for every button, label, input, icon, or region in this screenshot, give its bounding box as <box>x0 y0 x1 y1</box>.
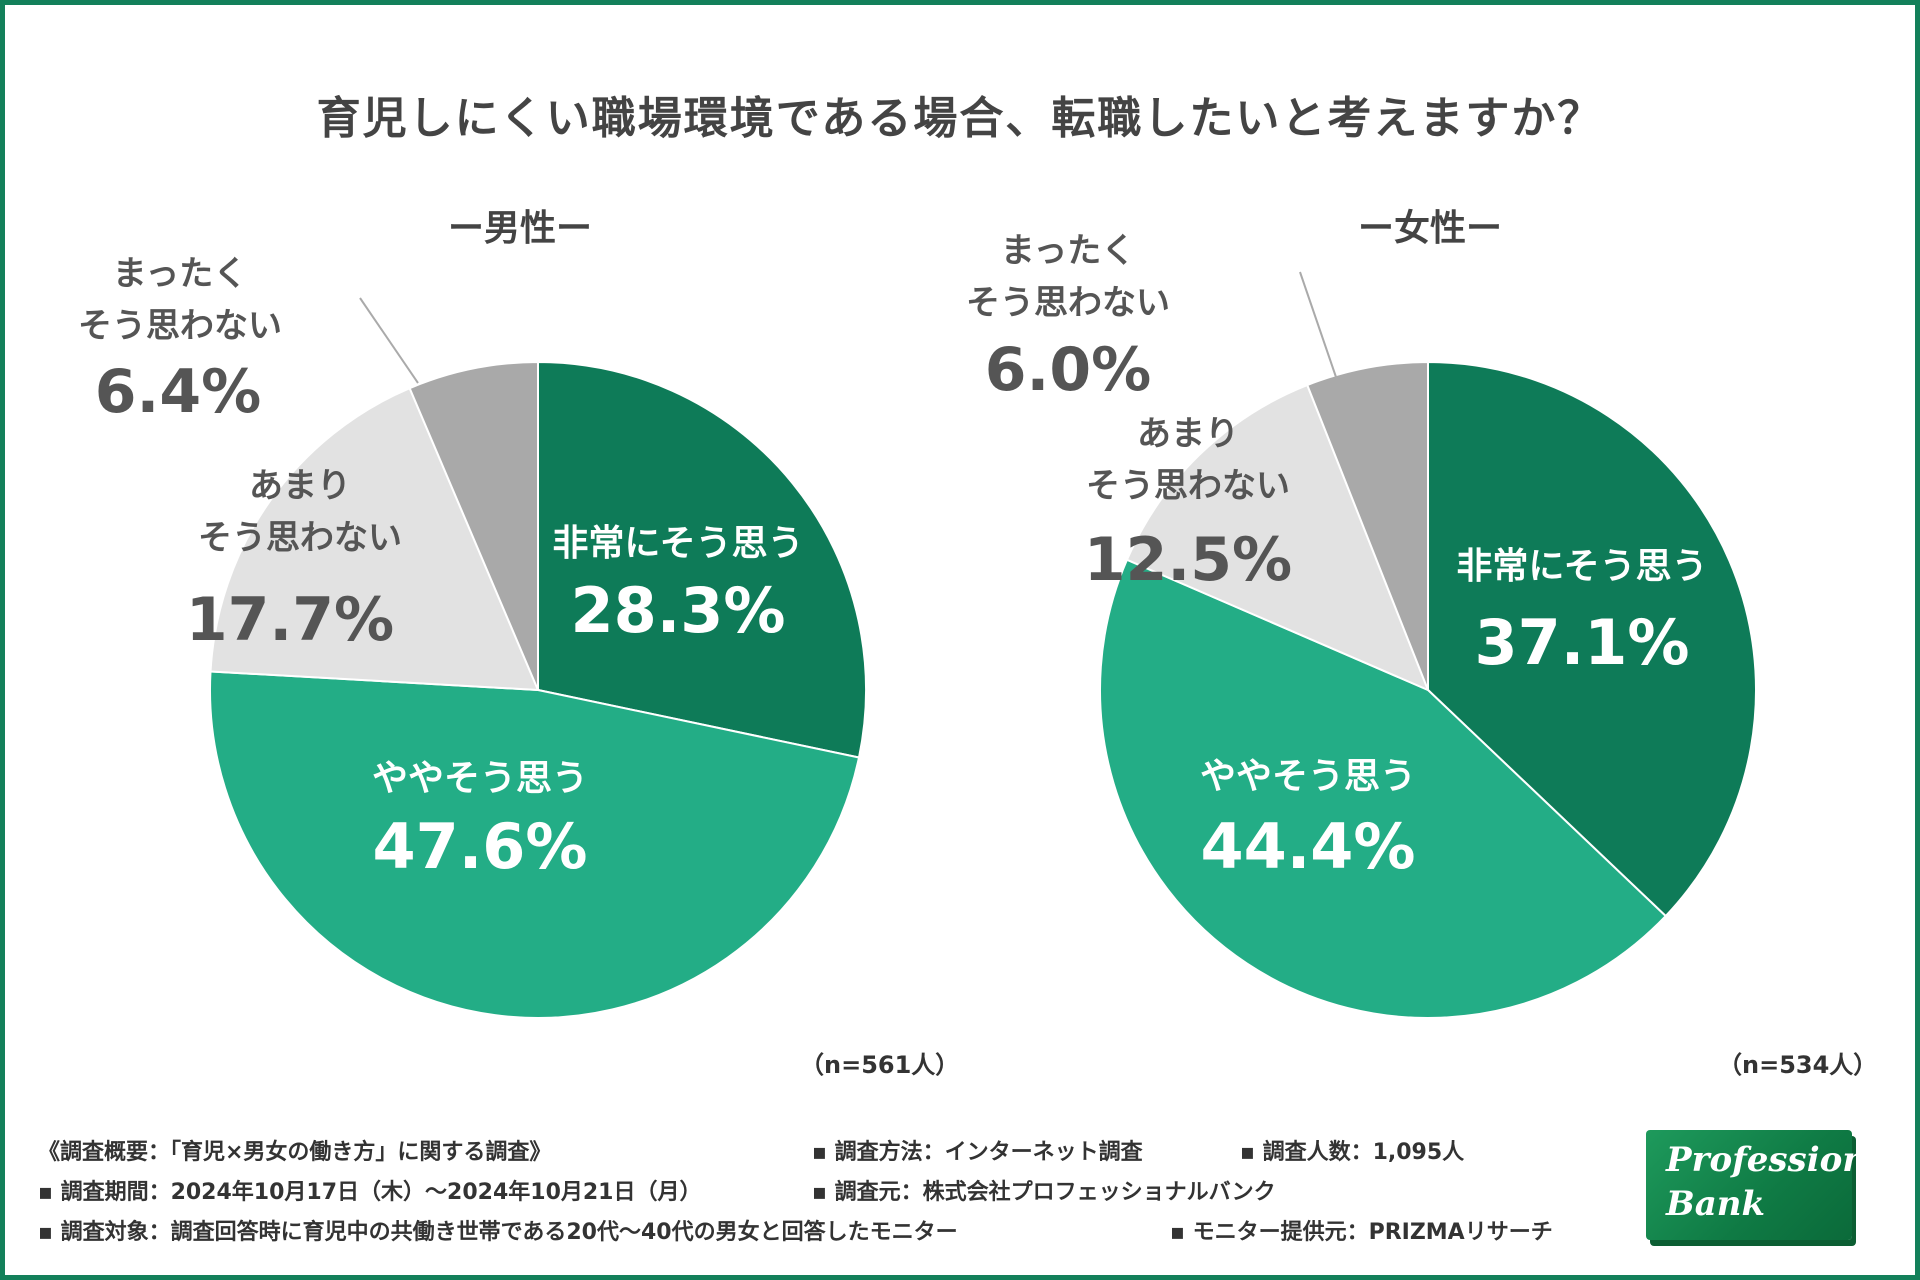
slice-male-2 <box>209 386 540 692</box>
slice-female-0 <box>1427 360 1757 918</box>
footer-provider: ▪ モニター提供元：PRIZMAリサーチ <box>1170 1220 1553 1245</box>
footer-overview: 《調査概要：「育児×男女の働き方」に関する調査》 <box>38 1140 552 1165</box>
slice-label-male-3-1: そう思わない <box>78 306 282 346</box>
logo-text: Professional Bank <box>1666 1138 1902 1226</box>
slice-value-female-3: 6.0% <box>985 335 1151 405</box>
slice-value-female-1: 44.4% <box>1200 810 1415 883</box>
slice-label-female-3-0: まったく <box>1001 231 1136 271</box>
slice-label-female-2-0: あまり <box>1137 414 1239 454</box>
slice-value-male-3: 6.4% <box>95 357 261 427</box>
slice-value-female-2: 12.5% <box>1084 525 1292 595</box>
slice-label-female-1-0: ややそう思う <box>1200 756 1416 797</box>
footer-method: ▪ 調査方法：インターネット調査 <box>812 1140 1143 1165</box>
slice-male-1 <box>209 670 861 1019</box>
slice-male-0 <box>537 360 867 759</box>
pie-male <box>209 360 867 1019</box>
slice-value-male-1: 47.6% <box>372 810 587 883</box>
slice-value-male-2: 17.7% <box>186 585 394 655</box>
slice-label-female-0-0: 非常にそう思う <box>1456 546 1707 587</box>
slice-label-female-2-1: そう思わない <box>1086 466 1290 506</box>
footer-period: ▪ 調査期間：2024年10月17日（木）～2024年10月21日（月） <box>38 1180 702 1205</box>
pie-female <box>1099 360 1757 1019</box>
leader-line-male <box>359 297 419 384</box>
n-label-male: （n=561人） <box>800 1051 960 1079</box>
slice-female-1 <box>1099 558 1668 1019</box>
slice-label-male-0-0: 非常にそう思う <box>552 523 803 564</box>
slice-male-3 <box>408 360 539 691</box>
slice-female-3 <box>1305 360 1429 691</box>
footer-target: ▪ 調査対象：調査回答時に育児中の共働き世帯である20代～40代の男女と回答した… <box>38 1220 958 1245</box>
chart-title-female: ー女性ー <box>1358 208 1502 249</box>
slice-label-male-3-0: まったく <box>113 254 248 294</box>
slice-label-male-2-1: そう思わない <box>198 518 402 558</box>
slice-value-female-0: 37.1% <box>1474 606 1689 679</box>
footer-source: ▪ 調査元：株式会社プロフェッショナルバンク <box>812 1180 1276 1205</box>
slice-label-female-3-1: そう思わない <box>966 283 1170 323</box>
leader-line-female <box>1299 271 1338 381</box>
footer-count: ▪ 調査人数：1,095人 <box>1240 1140 1465 1165</box>
page-title: 育児しにくい職場環境である場合、転職したいと考えますか？ <box>316 93 1604 144</box>
logo-line-2: Bank <box>1666 1184 1766 1224</box>
slice-female-2 <box>1125 383 1430 692</box>
professional-bank-logo: Professional Bank <box>1646 1130 1902 1248</box>
chart-title-male: ー男性ー <box>448 208 592 249</box>
logo-line-1: Professional <box>1666 1140 1902 1180</box>
slice-value-male-0: 28.3% <box>570 574 785 647</box>
n-label-female: （n=534人） <box>1718 1051 1878 1079</box>
slice-label-male-1-0: ややそう思う <box>372 758 588 799</box>
slice-label-male-2-0: あまり <box>249 466 351 506</box>
logo-badge: Professional Bank <box>1646 1130 1902 1240</box>
